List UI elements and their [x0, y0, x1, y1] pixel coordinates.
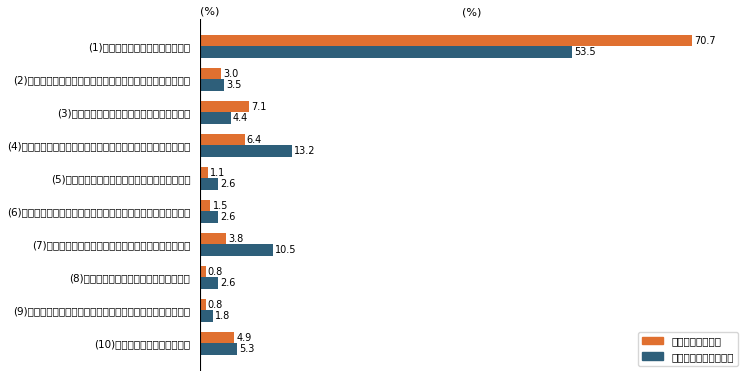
Bar — [200, 101, 250, 112]
Bar — [200, 146, 292, 157]
Bar — [200, 211, 218, 223]
Text: 2.6: 2.6 — [220, 278, 236, 288]
Bar — [200, 266, 206, 277]
X-axis label: (%): (%) — [462, 8, 482, 18]
Text: 1.5: 1.5 — [212, 201, 228, 211]
Text: 10.5: 10.5 — [275, 245, 297, 255]
Text: 3.0: 3.0 — [223, 68, 238, 79]
Bar — [200, 134, 244, 146]
Bar — [200, 35, 692, 46]
Bar — [200, 310, 212, 322]
Bar — [200, 112, 231, 124]
Text: 2.6: 2.6 — [220, 212, 236, 222]
Text: 7.1: 7.1 — [251, 102, 267, 112]
Bar — [200, 344, 237, 355]
Text: 0.8: 0.8 — [208, 266, 223, 277]
Bar — [200, 277, 218, 289]
Bar — [200, 46, 572, 58]
Text: 13.2: 13.2 — [294, 146, 316, 156]
Text: 6.4: 6.4 — [247, 135, 262, 144]
Bar — [200, 299, 206, 310]
Bar — [200, 245, 273, 256]
Bar — [200, 167, 208, 178]
Bar — [200, 200, 211, 211]
Bar — [200, 332, 234, 344]
Text: 70.7: 70.7 — [694, 36, 716, 45]
Text: 2.6: 2.6 — [220, 179, 236, 189]
Text: 1.8: 1.8 — [214, 311, 230, 321]
Legend: 無期転換非正社員, 権利あり有期非正社員: 無期転換非正社員, 権利あり有期非正社員 — [638, 332, 738, 366]
Text: 4.4: 4.4 — [232, 113, 248, 123]
Text: 4.9: 4.9 — [236, 333, 251, 343]
Bar — [200, 178, 218, 190]
Bar — [200, 68, 221, 79]
Text: 53.5: 53.5 — [574, 47, 596, 57]
Bar — [200, 79, 224, 91]
Text: 3.8: 3.8 — [229, 234, 244, 244]
Text: 0.8: 0.8 — [208, 300, 223, 310]
Bar — [200, 233, 226, 245]
Text: (%): (%) — [200, 6, 220, 17]
Text: 3.5: 3.5 — [226, 80, 242, 90]
Text: 1.1: 1.1 — [210, 167, 225, 178]
Text: 5.3: 5.3 — [239, 344, 254, 354]
